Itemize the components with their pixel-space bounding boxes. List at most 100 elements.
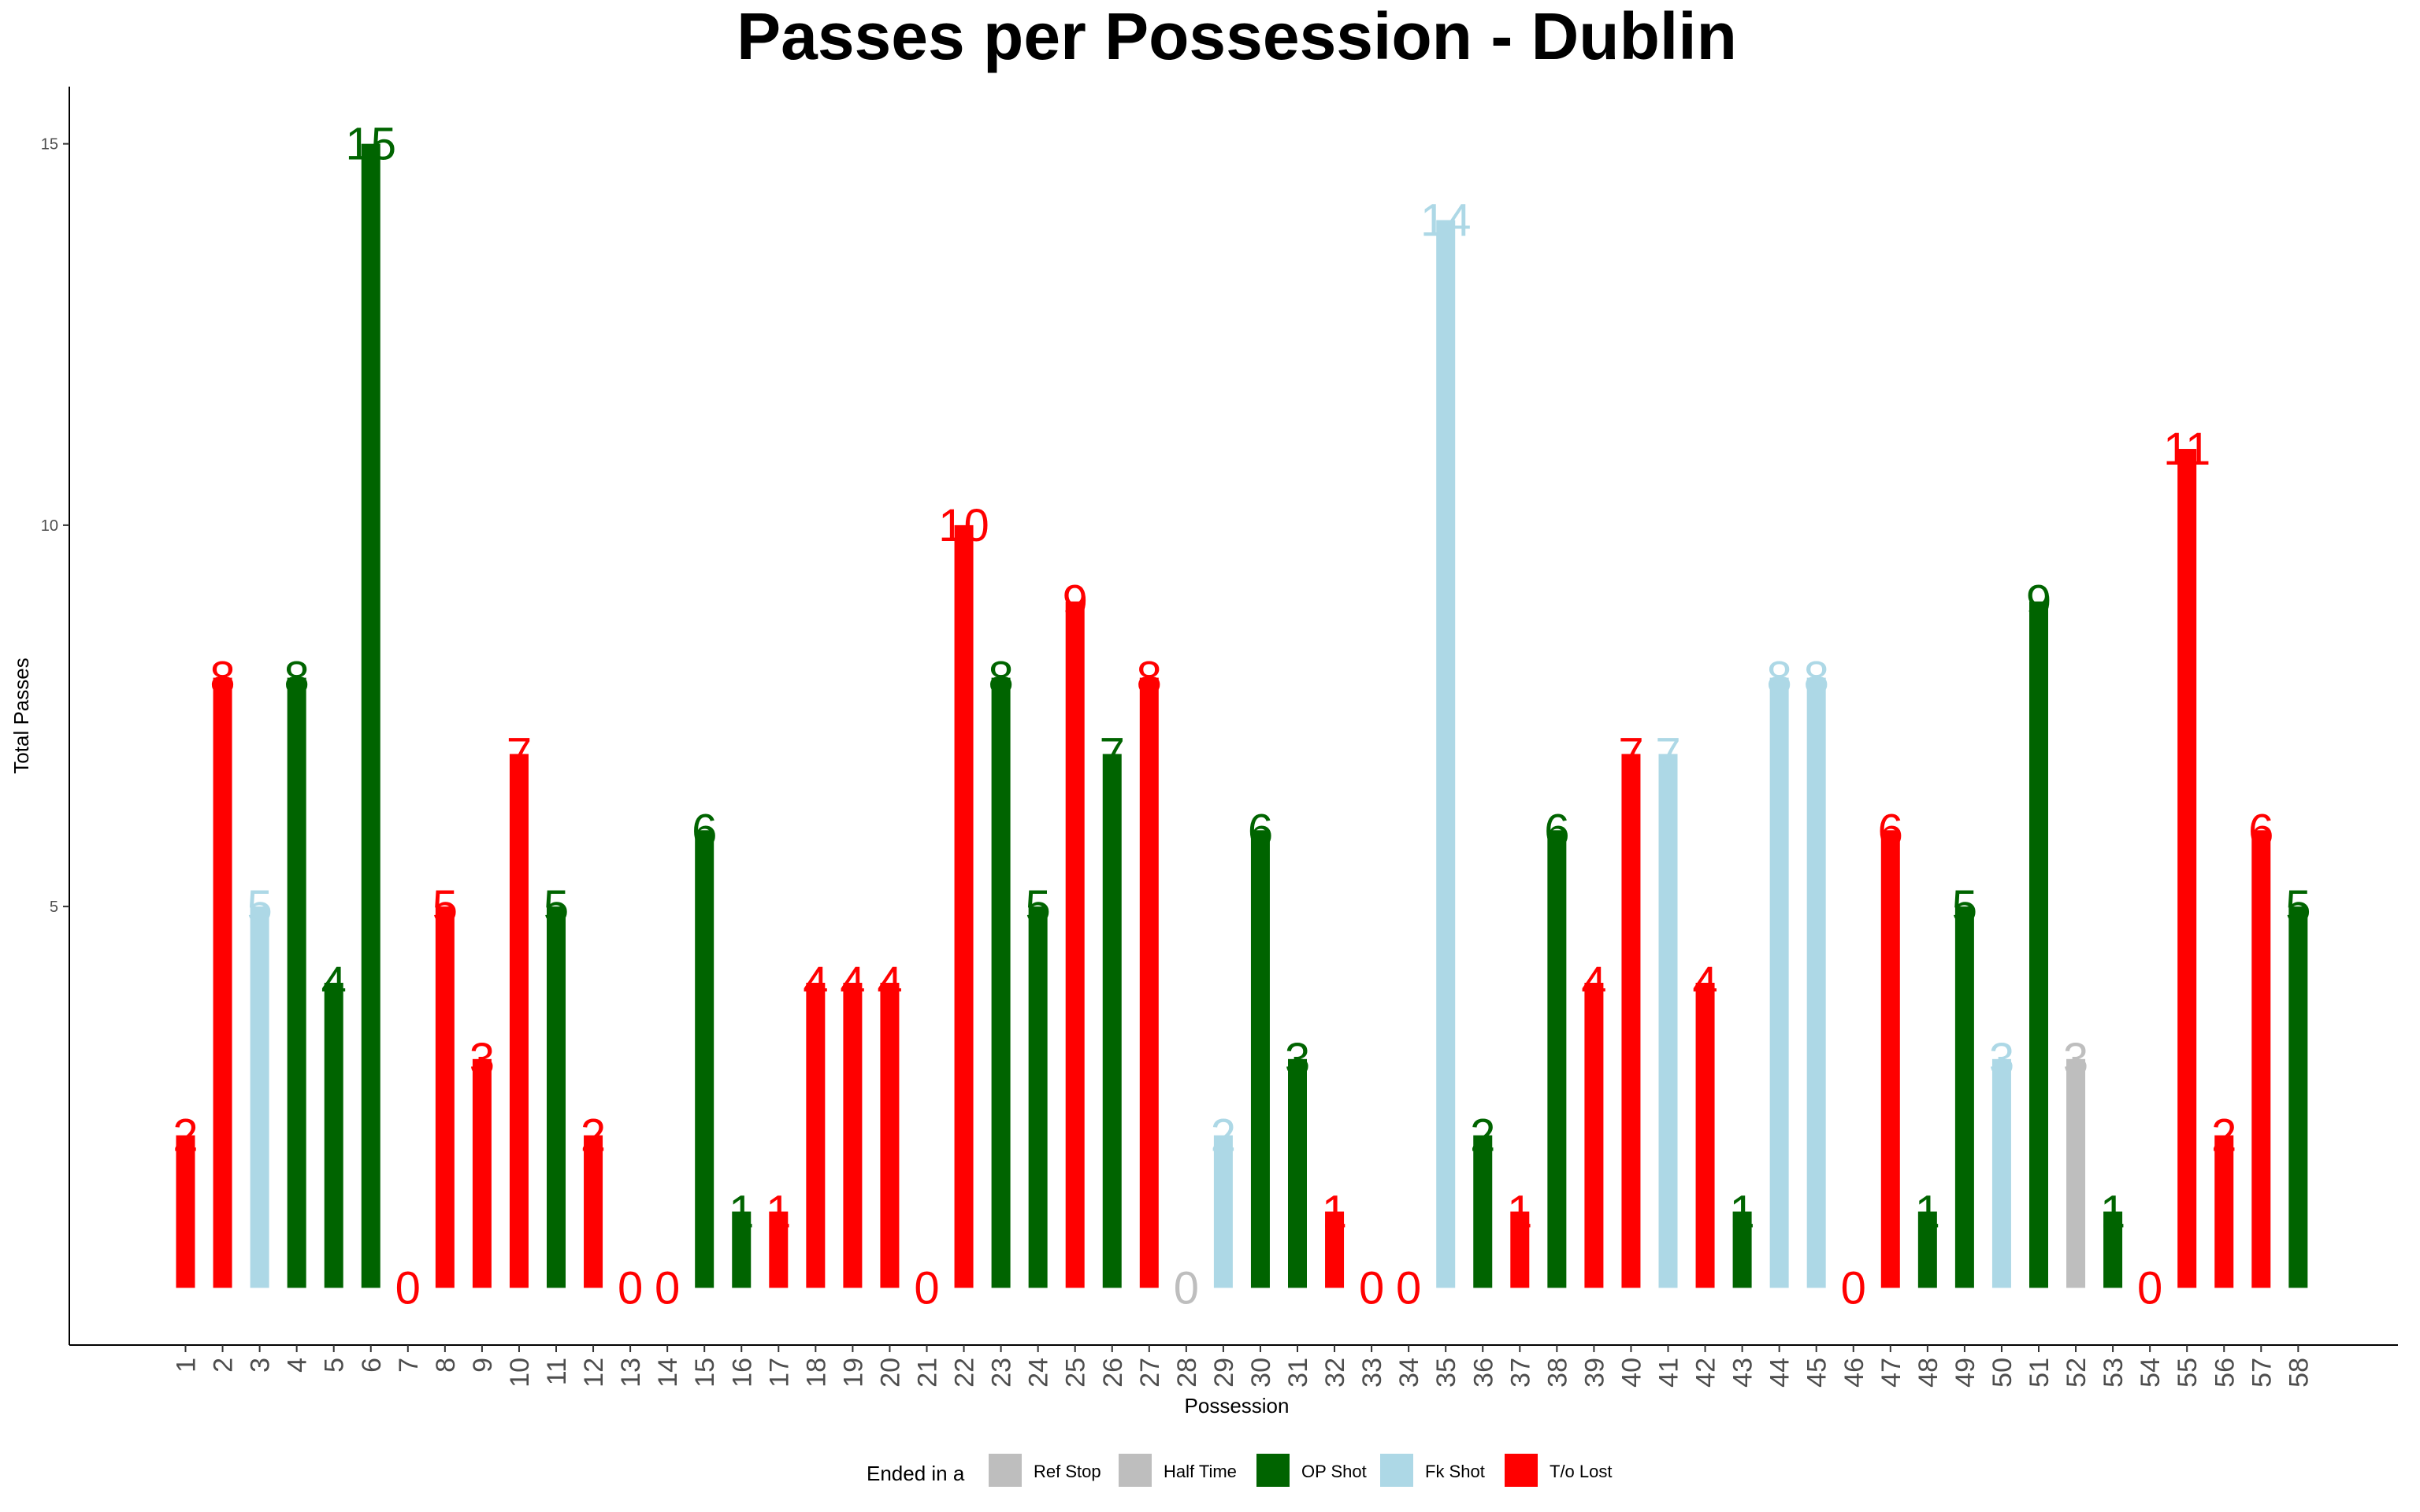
chart-title: Passes per Possession - Dublin (737, 0, 1737, 73)
x-tick-label: 7 (394, 1358, 424, 1373)
bar-possession-17 (769, 1211, 789, 1288)
y-axis-title: Total Passes (9, 658, 33, 773)
x-tick-label: 45 (1802, 1358, 1832, 1388)
x-tick-label: 35 (1431, 1358, 1461, 1388)
data-label: 5 (1026, 881, 1051, 932)
bar-possession-20 (880, 982, 900, 1288)
x-tick-label: 48 (1913, 1358, 1943, 1388)
legend-label: T/o Lost (1550, 1462, 1612, 1481)
data-label: 0 (914, 1262, 939, 1314)
x-tick-label: 27 (1135, 1358, 1165, 1388)
legend-label: OP Shot (1301, 1462, 1367, 1481)
data-label: 1 (1915, 1187, 1940, 1238)
legend-key (989, 1454, 1022, 1487)
data-label: 0 (1174, 1262, 1199, 1314)
x-axis-title: Possession (1185, 1394, 1290, 1418)
x-tick-label: 50 (1988, 1358, 2017, 1388)
legend: Ended in a Ref Stop Half Time OP Shot Fk Sh… (867, 1454, 1612, 1487)
bar-possession-51 (2029, 601, 2048, 1288)
bar-possession-25 (1065, 601, 1085, 1288)
data-label: 8 (1804, 653, 1829, 704)
x-tick-label: 42 (1691, 1358, 1721, 1388)
x-tick-label: 41 (1654, 1358, 1684, 1388)
bar-possession-48 (1917, 1211, 1937, 1288)
data-label: 4 (877, 958, 902, 1009)
x-tick-label: 6 (357, 1358, 387, 1373)
x-tick-label: 32 (1320, 1358, 1350, 1388)
data-label: 6 (692, 805, 717, 856)
data-label: 3 (470, 1034, 495, 1085)
x-tick-label: 21 (913, 1358, 943, 1388)
x-tick-label: 29 (1209, 1358, 1239, 1388)
x-tick-label: 43 (1728, 1358, 1758, 1388)
data-label: 2 (1470, 1110, 1495, 1162)
bar-possession-18 (806, 982, 826, 1288)
x-tick-label: 2 (209, 1358, 239, 1373)
bar-possession-39 (1584, 982, 1604, 1288)
data-label: 1 (2100, 1187, 2125, 1238)
data-label: 7 (1100, 728, 1125, 780)
bar-possession-45 (1806, 677, 1826, 1288)
data-label: 5 (1952, 881, 1977, 932)
bar-layer (176, 143, 2308, 1288)
bar-possession-6 (361, 143, 380, 1288)
data-label: 7 (1618, 728, 1643, 780)
bar-possession-57 (2251, 830, 2271, 1288)
x-tick-label: 52 (2062, 1358, 2092, 1388)
x-tick-label: 12 (579, 1358, 609, 1388)
y-tick-label: 5 (50, 899, 58, 916)
legend-label: Ref Stop (1034, 1462, 1101, 1481)
data-label: 8 (1767, 653, 1792, 704)
x-tick-label: 53 (2099, 1358, 2129, 1388)
x-tick-label: 30 (1246, 1358, 1276, 1388)
bar-possession-22 (954, 524, 974, 1288)
bar-possession-24 (1028, 906, 1048, 1288)
bar-possession-5 (324, 982, 343, 1288)
data-label: 1 (729, 1187, 754, 1238)
data-label: 5 (247, 881, 272, 932)
y-tick-label: 15 (41, 136, 58, 154)
data-label: 2 (1211, 1110, 1236, 1162)
data-label: 7 (1655, 728, 1680, 780)
data-label: 11 (2163, 424, 2210, 475)
x-tick-label: 34 (1394, 1358, 1424, 1388)
data-label: 4 (1692, 958, 1717, 1009)
data-label: 1 (1729, 1187, 1754, 1238)
legend-title: Ended in a (867, 1462, 965, 1485)
x-tick-label: 13 (616, 1358, 646, 1388)
bar-possession-36 (1473, 1135, 1493, 1288)
data-label: 5 (544, 881, 569, 932)
data-label: 4 (1581, 958, 1606, 1009)
x-tick-label: 15 (690, 1358, 720, 1388)
bar-possession-55 (2177, 449, 2197, 1288)
bar-possession-29 (1213, 1135, 1233, 1288)
data-label: 9 (1063, 576, 1088, 628)
bar-possession-56 (2214, 1135, 2234, 1288)
data-label: 6 (1544, 805, 1569, 856)
data-label: 6 (1878, 805, 1903, 856)
data-label: 15 (345, 119, 396, 170)
x-tick-label: 58 (2284, 1358, 2314, 1388)
x-tick-label: 23 (987, 1358, 1017, 1388)
data-label: 8 (1137, 653, 1162, 704)
data-label: 2 (173, 1110, 198, 1162)
x-tick-label: 14 (653, 1358, 683, 1388)
data-label: 8 (210, 653, 235, 704)
x-tick-label: 38 (1542, 1358, 1572, 1388)
bar-possession-19 (843, 982, 863, 1288)
data-label: 4 (840, 958, 865, 1009)
data-label: 7 (507, 728, 532, 780)
bar-possession-12 (584, 1135, 603, 1288)
data-label: 3 (1989, 1034, 2014, 1085)
x-tick-label: 46 (1839, 1358, 1869, 1388)
x-tick-label: 11 (542, 1358, 572, 1385)
bar-possession-32 (1325, 1211, 1345, 1288)
x-tick-label: 24 (1024, 1358, 1054, 1388)
y-tick-layer: 5 10 15 (41, 136, 69, 916)
bar-possession-50 (1991, 1058, 2011, 1288)
x-tick-label: 10 (505, 1358, 535, 1388)
data-label: 3 (2063, 1034, 2088, 1085)
bar-possession-15 (695, 830, 714, 1288)
x-tick-label: 20 (875, 1358, 905, 1388)
x-tick-label: 1 (172, 1358, 202, 1373)
